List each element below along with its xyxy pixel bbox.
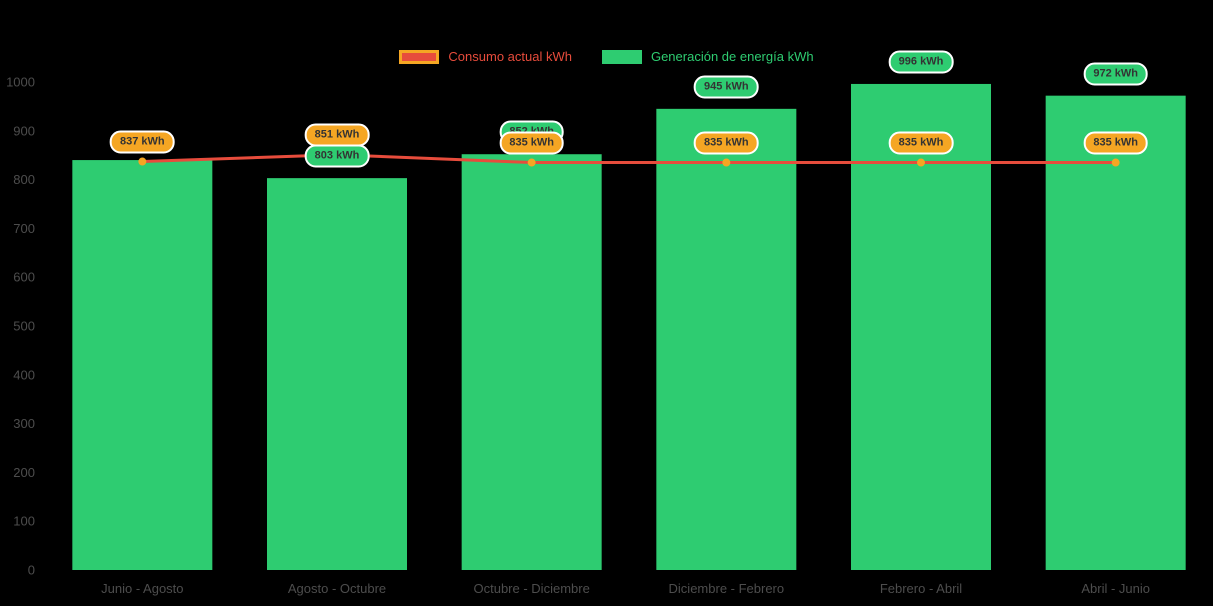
generation-bar[interactable]	[72, 160, 213, 570]
generation-bar[interactable]	[656, 108, 797, 570]
x-axis-category-label: Octubre - Diciembre	[474, 581, 590, 596]
y-axis-tick-label: 800	[13, 172, 35, 187]
y-axis-tick-label: 100	[13, 514, 35, 529]
x-axis-category-label: Diciembre - Febrero	[669, 581, 785, 596]
x-axis-category-label: Febrero - Abril	[880, 581, 962, 596]
y-axis-tick-label: 400	[13, 367, 35, 382]
y-axis-tick-label: 200	[13, 465, 35, 480]
chart-legend: Consumo actual kWh Generación de energía …	[0, 49, 1213, 64]
y-axis-tick-label: 900	[13, 123, 35, 138]
consumption-point[interactable]	[722, 158, 731, 167]
consumption-point[interactable]	[333, 150, 341, 159]
legend-label-generacion: Generación de energía kWh	[650, 49, 814, 64]
generation-bar[interactable]	[267, 178, 407, 571]
consumption-line	[142, 153, 1116, 165]
x-axis-category-label: Abril - Junio	[1081, 581, 1150, 596]
consumption-point[interactable]	[138, 157, 147, 166]
legend-item-consumo[interactable]: Consumo actual kWh	[399, 49, 572, 64]
generation-bar[interactable]	[851, 83, 991, 571]
x-axis-category-label: Junio - Agosto	[101, 581, 183, 596]
legend-item-generacion[interactable]: Generación de energía kWh	[601, 49, 814, 64]
y-axis-tick-label: 300	[13, 416, 35, 431]
legend-label-consumo: Consumo actual kWh	[448, 49, 572, 64]
y-axis-tick-label: 0	[28, 563, 35, 578]
generacion-swatch-icon	[601, 49, 642, 64]
generation-bar[interactable]	[1045, 95, 1186, 570]
y-axis-tick-label: 600	[13, 270, 35, 285]
generation-bar[interactable]	[461, 154, 602, 570]
y-axis-tick-label: 1000	[6, 75, 35, 90]
x-axis-category-label: Agosto - Octubre	[288, 581, 386, 596]
y-axis-tick-label: 700	[13, 221, 35, 236]
consumo-swatch-icon	[399, 49, 440, 64]
consumption-point[interactable]	[1111, 158, 1120, 167]
y-axis-tick-label: 500	[13, 319, 35, 334]
consumption-point[interactable]	[917, 158, 925, 167]
consumption-point[interactable]	[527, 158, 536, 167]
